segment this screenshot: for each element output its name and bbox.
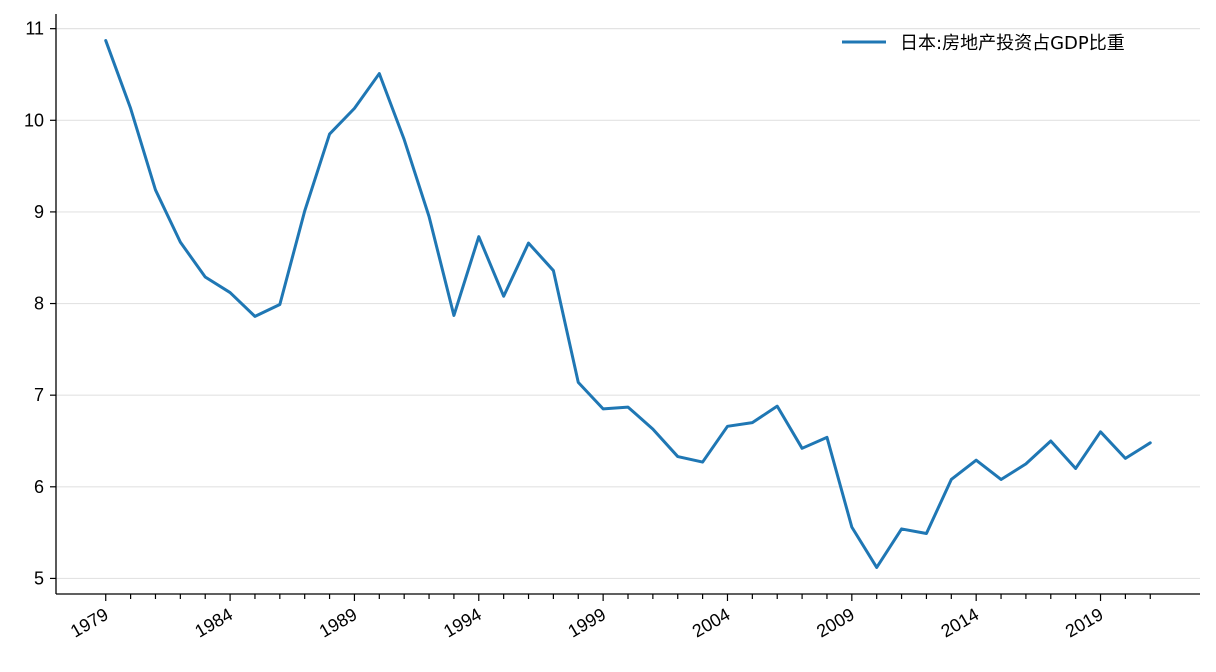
x-tick-label: 1999 bbox=[564, 604, 609, 641]
series-group bbox=[104, 39, 1152, 569]
legend-label: 日本:房地产投资占GDP比重 bbox=[900, 33, 1125, 54]
y-tick-label: 5 bbox=[34, 568, 44, 588]
y-tick-label: 11 bbox=[25, 19, 44, 39]
x-tick-label: 1984 bbox=[191, 604, 236, 641]
y-ticks: 5 6 7 8 9 10 11 bbox=[24, 19, 56, 588]
y-tick-label: 8 bbox=[34, 294, 44, 314]
y-tick-label: 10 bbox=[24, 110, 44, 130]
x-tick-label: 2019 bbox=[1062, 604, 1107, 641]
x-tick-label: 1989 bbox=[316, 604, 361, 641]
x-tick-label: 2009 bbox=[813, 604, 858, 641]
legend: 日本:房地产投资占GDP比重 bbox=[842, 33, 1125, 54]
x-tick-label: 2014 bbox=[937, 604, 982, 641]
x-ticks: 1979 1984 1989 1994 1999 2004 2009 2014 2019 bbox=[67, 594, 1151, 641]
x-tick-label: 1994 bbox=[440, 604, 485, 641]
x-tick-label: 1979 bbox=[67, 604, 112, 641]
y-tick-label: 9 bbox=[34, 202, 44, 222]
y-tick-label: 6 bbox=[34, 477, 44, 497]
x-tick-label: 2004 bbox=[689, 604, 734, 641]
gridlines bbox=[56, 28, 1200, 580]
y-tick-label: 7 bbox=[34, 385, 44, 405]
series-line bbox=[104, 39, 1152, 569]
